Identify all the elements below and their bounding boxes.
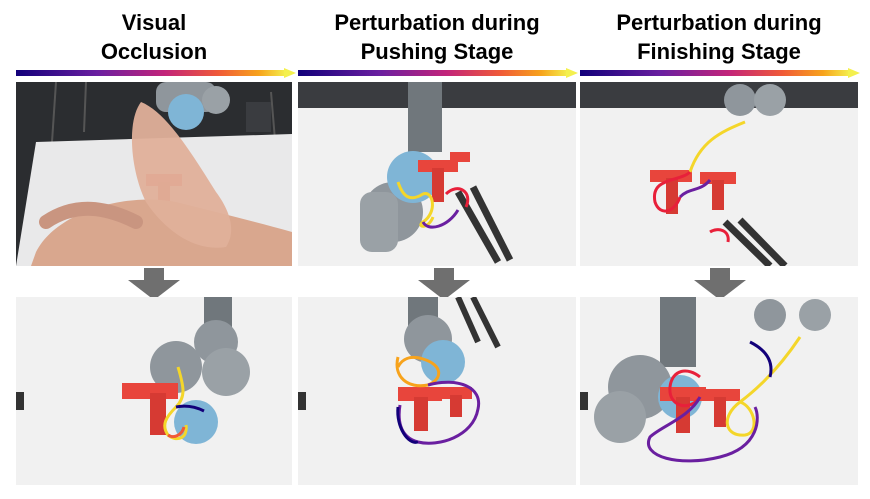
panel-occlusion-after (16, 297, 292, 485)
column-title-pushing-stage: Perturbation during Pushing Stage (298, 8, 576, 66)
down-arrow-icon (694, 268, 746, 300)
title-line-1: Perturbation during (334, 10, 540, 35)
title-line-1: Perturbation during (616, 10, 822, 35)
panel-finishing-after (580, 297, 858, 485)
title-line-1: Visual (121, 10, 187, 35)
title-line-2: Occlusion (100, 39, 208, 64)
title-line-2: Pushing Stage (360, 39, 514, 64)
down-arrow-icon (418, 268, 470, 300)
time-gradient-bar-1 (16, 68, 296, 78)
panel-finishing-before (580, 82, 858, 266)
down-arrow-icon (128, 268, 180, 300)
panel-pushing-before (298, 82, 576, 266)
time-gradient-bar-2 (298, 68, 578, 78)
column-title-visual-occlusion: Visual Occlusion (16, 8, 292, 66)
panel-pushing-after (298, 297, 576, 485)
panel-occlusion-before (16, 82, 292, 266)
title-line-2: Finishing Stage (637, 39, 801, 64)
time-gradient-bar-3 (580, 68, 860, 78)
column-title-finishing-stage: Perturbation during Finishing Stage (580, 8, 858, 66)
